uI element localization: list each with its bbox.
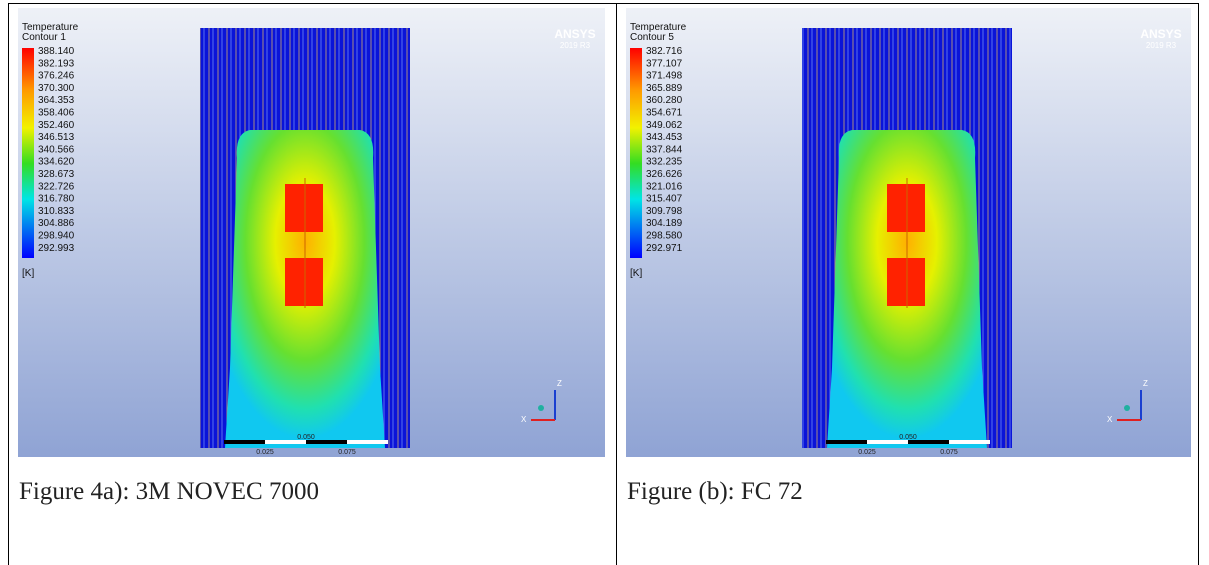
heater <box>285 184 323 232</box>
legend-label: 310.833 <box>38 206 75 217</box>
legend-label: 360.280 <box>646 95 683 106</box>
legend-label: 346.513 <box>38 132 75 143</box>
scale-label: 0.050 <box>297 434 315 441</box>
heater <box>887 184 925 232</box>
legend-label: 326.626 <box>646 169 683 180</box>
legend-label: 322.726 <box>38 181 75 192</box>
axis-y <box>538 405 544 411</box>
legend-label: 340.566 <box>38 144 75 155</box>
scale-segment <box>826 440 867 444</box>
scale-segment <box>265 440 306 444</box>
legend-label: 365.889 <box>646 83 683 94</box>
legend-unit: [K] <box>630 268 642 279</box>
legend-label: 364.353 <box>38 95 75 106</box>
axis-label: X <box>1107 415 1113 424</box>
document-table: Figure 4a): 3M NOVEC 7000 Temperature Con… <box>8 3 1199 565</box>
scale-label: 0.075 <box>338 449 356 456</box>
scale-segment <box>347 440 388 444</box>
legend-label: 388.140 <box>38 46 75 57</box>
legend-label: 292.971 <box>646 243 683 254</box>
legend-label: 354.671 <box>646 108 683 119</box>
axis-label: X <box>521 415 527 424</box>
legend-label: 343.453 <box>646 132 683 143</box>
legend-label: 334.620 <box>38 157 75 168</box>
legend-subtitle: Contour 5 <box>630 32 674 43</box>
heater <box>887 258 925 306</box>
scale-segment <box>949 440 990 444</box>
scale-segment <box>306 440 347 444</box>
version: 2019 R3 <box>560 41 591 50</box>
legend-label: 316.780 <box>38 194 75 205</box>
heater <box>285 258 323 306</box>
legend-label: 371.498 <box>646 71 683 82</box>
scale-label: 0.025 <box>256 449 274 456</box>
legend-title: Temperature <box>630 22 687 33</box>
figure-cell: Figure 4a): 3M NOVEC 7000 Temperature Con… <box>9 4 617 565</box>
legend-label: 337.844 <box>646 144 683 155</box>
axis-y <box>1124 405 1130 411</box>
legend-unit: [K] <box>22 268 34 279</box>
legend-label: 309.798 <box>646 206 683 217</box>
version: 2019 R3 <box>1146 41 1177 50</box>
caption: Figure (b): FC 72 <box>627 478 803 505</box>
legend-label: 328.673 <box>38 169 75 180</box>
legend-label: 358.406 <box>38 108 75 119</box>
legend-subtitle: Contour 1 <box>22 32 66 43</box>
legend-label: 352.460 <box>38 120 75 131</box>
legend-label: 377.107 <box>646 58 683 69</box>
legend-label: 376.246 <box>38 71 75 82</box>
scale-segment <box>224 440 265 444</box>
legend-label: 321.016 <box>646 181 683 192</box>
legend-label: 298.580 <box>646 231 683 242</box>
scale-label: 0.050 <box>899 434 917 441</box>
legend-title: Temperature <box>22 22 79 33</box>
legend-label: 304.189 <box>646 218 683 229</box>
figure-cell: Figure (b): FC 72 Temperature Contour 5 38… <box>617 4 1199 565</box>
caption: Figure 4a): 3M NOVEC 7000 <box>19 478 319 505</box>
legend-label: 382.193 <box>38 58 75 69</box>
legend-label: 304.886 <box>38 218 75 229</box>
legend-label: 332.235 <box>646 157 683 168</box>
scale-segment <box>908 440 949 444</box>
legend-label: 370.300 <box>38 83 75 94</box>
legend-label: 349.062 <box>646 120 683 131</box>
logo: ANSYS <box>1140 27 1181 41</box>
logo: ANSYS <box>554 27 595 41</box>
colorbar <box>630 48 642 258</box>
scale-label: 0.025 <box>858 449 876 456</box>
legend-label: 382.716 <box>646 46 683 57</box>
legend-label: 292.993 <box>38 243 75 254</box>
axis-label: Z <box>1143 379 1148 388</box>
scale-segment <box>867 440 908 444</box>
legend-label: 298.940 <box>38 231 75 242</box>
axis-label: Z <box>557 379 562 388</box>
scale-label: 0.075 <box>940 449 958 456</box>
colorbar <box>22 48 34 258</box>
legend-label: 315.407 <box>646 194 683 205</box>
